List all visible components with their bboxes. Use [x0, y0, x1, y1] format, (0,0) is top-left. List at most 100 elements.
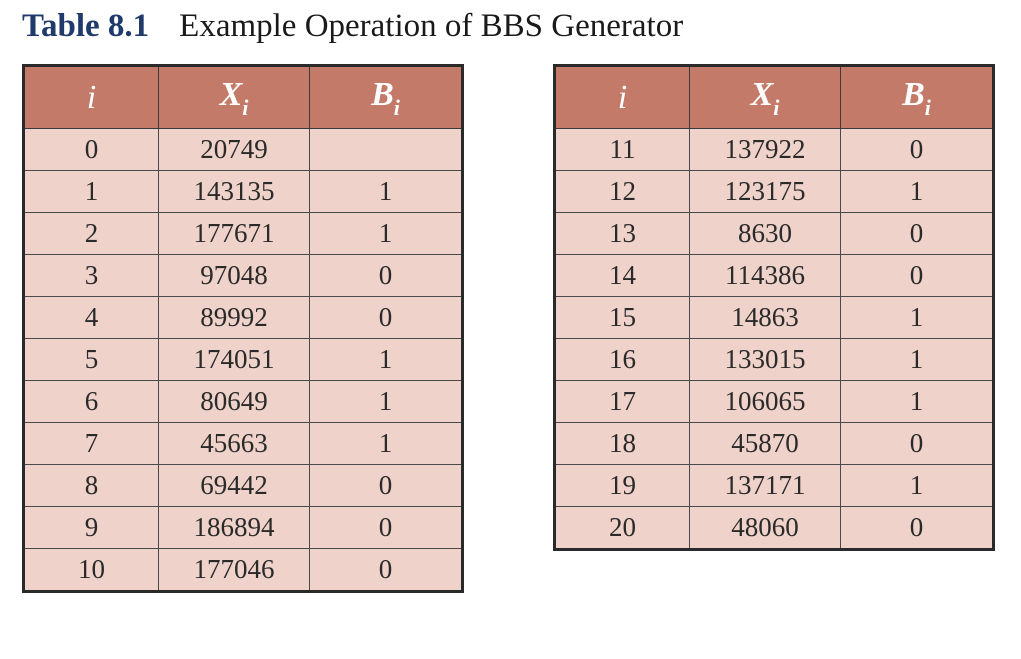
cell-b: 0 — [840, 212, 994, 255]
cell-i: 18 — [554, 422, 690, 465]
cell-x: 123175 — [689, 170, 841, 213]
cell-x: 177671 — [158, 212, 310, 255]
cell-b: 0 — [309, 506, 463, 549]
cell-i: 9 — [23, 506, 159, 549]
cell-b: 1 — [840, 380, 994, 423]
table-caption: Table 8.1 Example Operation of BBS Genera… — [22, 6, 683, 46]
cell-i: 5 — [23, 338, 159, 381]
column-header-b-base: B — [902, 76, 925, 114]
column-header-x-subscript: i — [773, 94, 780, 120]
column-header-i: i — [23, 65, 159, 129]
cell-i: 6 — [23, 380, 159, 423]
table-row: 15 14863 1 — [554, 296, 994, 339]
cell-x: 114386 — [689, 254, 841, 297]
cell-b: 1 — [309, 170, 463, 213]
cell-i: 15 — [554, 296, 690, 339]
table-row: 13 8630 0 — [554, 212, 994, 255]
header-row: i Xi Bi — [554, 65, 994, 129]
cell-b — [309, 128, 463, 171]
cell-b: 0 — [840, 254, 994, 297]
header-row: i Xi Bi — [23, 65, 463, 129]
cell-b: 1 — [840, 296, 994, 339]
cell-i: 7 — [23, 422, 159, 465]
bbs-table-right: i Xi Bi 11 137922 0 12 123175 1 13 8630 0 14 11438… — [553, 64, 995, 551]
cell-b: 1 — [309, 212, 463, 255]
cell-b: 0 — [309, 548, 463, 592]
cell-b: 1 — [840, 338, 994, 381]
table-number: Table 8.1 — [22, 8, 150, 44]
cell-x: 133015 — [689, 338, 841, 381]
table-row: 18 45870 0 — [554, 422, 994, 465]
cell-x: 143135 — [158, 170, 310, 213]
cell-b: 0 — [840, 506, 994, 550]
table-row: 1 143135 1 — [23, 170, 463, 213]
cell-i: 13 — [554, 212, 690, 255]
bbs-table-left: i Xi Bi 0 20749 1 143135 1 2 177671 1 3 97048 0 4 89… — [22, 64, 464, 593]
cell-b: 0 — [840, 128, 994, 171]
cell-x: 137922 — [689, 128, 841, 171]
cell-b: 0 — [309, 296, 463, 339]
table-row: 2 177671 1 — [23, 212, 463, 255]
cell-i: 8 — [23, 464, 159, 507]
table-row: 11 137922 0 — [554, 128, 994, 171]
cell-x: 177046 — [158, 548, 310, 592]
cell-x: 97048 — [158, 254, 310, 297]
cell-x: 89992 — [158, 296, 310, 339]
cell-x: 8630 — [689, 212, 841, 255]
cell-i: 19 — [554, 464, 690, 507]
cell-i: 16 — [554, 338, 690, 381]
cell-x: 106065 — [689, 380, 841, 423]
cell-i: 17 — [554, 380, 690, 423]
cell-x: 137171 — [689, 464, 841, 507]
cell-b: 1 — [309, 380, 463, 423]
table-row: 6 80649 1 — [23, 380, 463, 423]
column-header-b-base: B — [371, 76, 394, 114]
left-table-body: 0 20749 1 143135 1 2 177671 1 3 97048 0 4 89992 0 5 174… — [23, 128, 463, 592]
right-table-body: 11 137922 0 12 123175 1 13 8630 0 14 114386 0 15 1486… — [554, 128, 994, 550]
cell-x: 186894 — [158, 506, 310, 549]
cell-x: 45870 — [689, 422, 841, 465]
table-row: 7 45663 1 — [23, 422, 463, 465]
column-header-x-base: X — [219, 76, 243, 114]
column-header-b-subscript: i — [393, 94, 400, 120]
column-header-x: Xi — [158, 65, 310, 129]
cell-i: 12 — [554, 170, 690, 213]
cell-b: 1 — [309, 338, 463, 381]
cell-x: 80649 — [158, 380, 310, 423]
table-row: 14 114386 0 — [554, 254, 994, 297]
table-row: 12 123175 1 — [554, 170, 994, 213]
cell-i: 4 — [23, 296, 159, 339]
table-title: Example Operation of BBS Generator — [179, 8, 684, 44]
column-header-x-base: X — [750, 76, 774, 114]
table-row: 17 106065 1 — [554, 380, 994, 423]
cell-i: 1 — [23, 170, 159, 213]
cell-x: 14863 — [689, 296, 841, 339]
column-header-b: Bi — [840, 65, 994, 129]
table-row: 5 174051 1 — [23, 338, 463, 381]
cell-x: 174051 — [158, 338, 310, 381]
cell-i: 3 — [23, 254, 159, 297]
cell-x: 69442 — [158, 464, 310, 507]
column-header-x-subscript: i — [242, 94, 249, 120]
cell-i: 10 — [23, 548, 159, 592]
table-row: 10 177046 0 — [23, 548, 463, 592]
cell-b: 1 — [840, 170, 994, 213]
cell-b: 1 — [309, 422, 463, 465]
table-row: 0 20749 — [23, 128, 463, 171]
table-row: 20 48060 0 — [554, 506, 994, 550]
cell-x: 45663 — [158, 422, 310, 465]
cell-x: 20749 — [158, 128, 310, 171]
cell-i: 14 — [554, 254, 690, 297]
table-row: 16 133015 1 — [554, 338, 994, 381]
column-header-x: Xi — [689, 65, 841, 129]
cell-i: 11 — [554, 128, 690, 171]
column-header-b-subscript: i — [924, 94, 931, 120]
cell-b: 0 — [840, 422, 994, 465]
column-header-b: Bi — [309, 65, 463, 129]
column-header-i: i — [554, 65, 690, 129]
cell-b: 1 — [840, 464, 994, 507]
cell-x: 48060 — [689, 506, 841, 550]
table-row: 4 89992 0 — [23, 296, 463, 339]
table-row: 19 137171 1 — [554, 464, 994, 507]
cell-i: 20 — [554, 506, 690, 550]
